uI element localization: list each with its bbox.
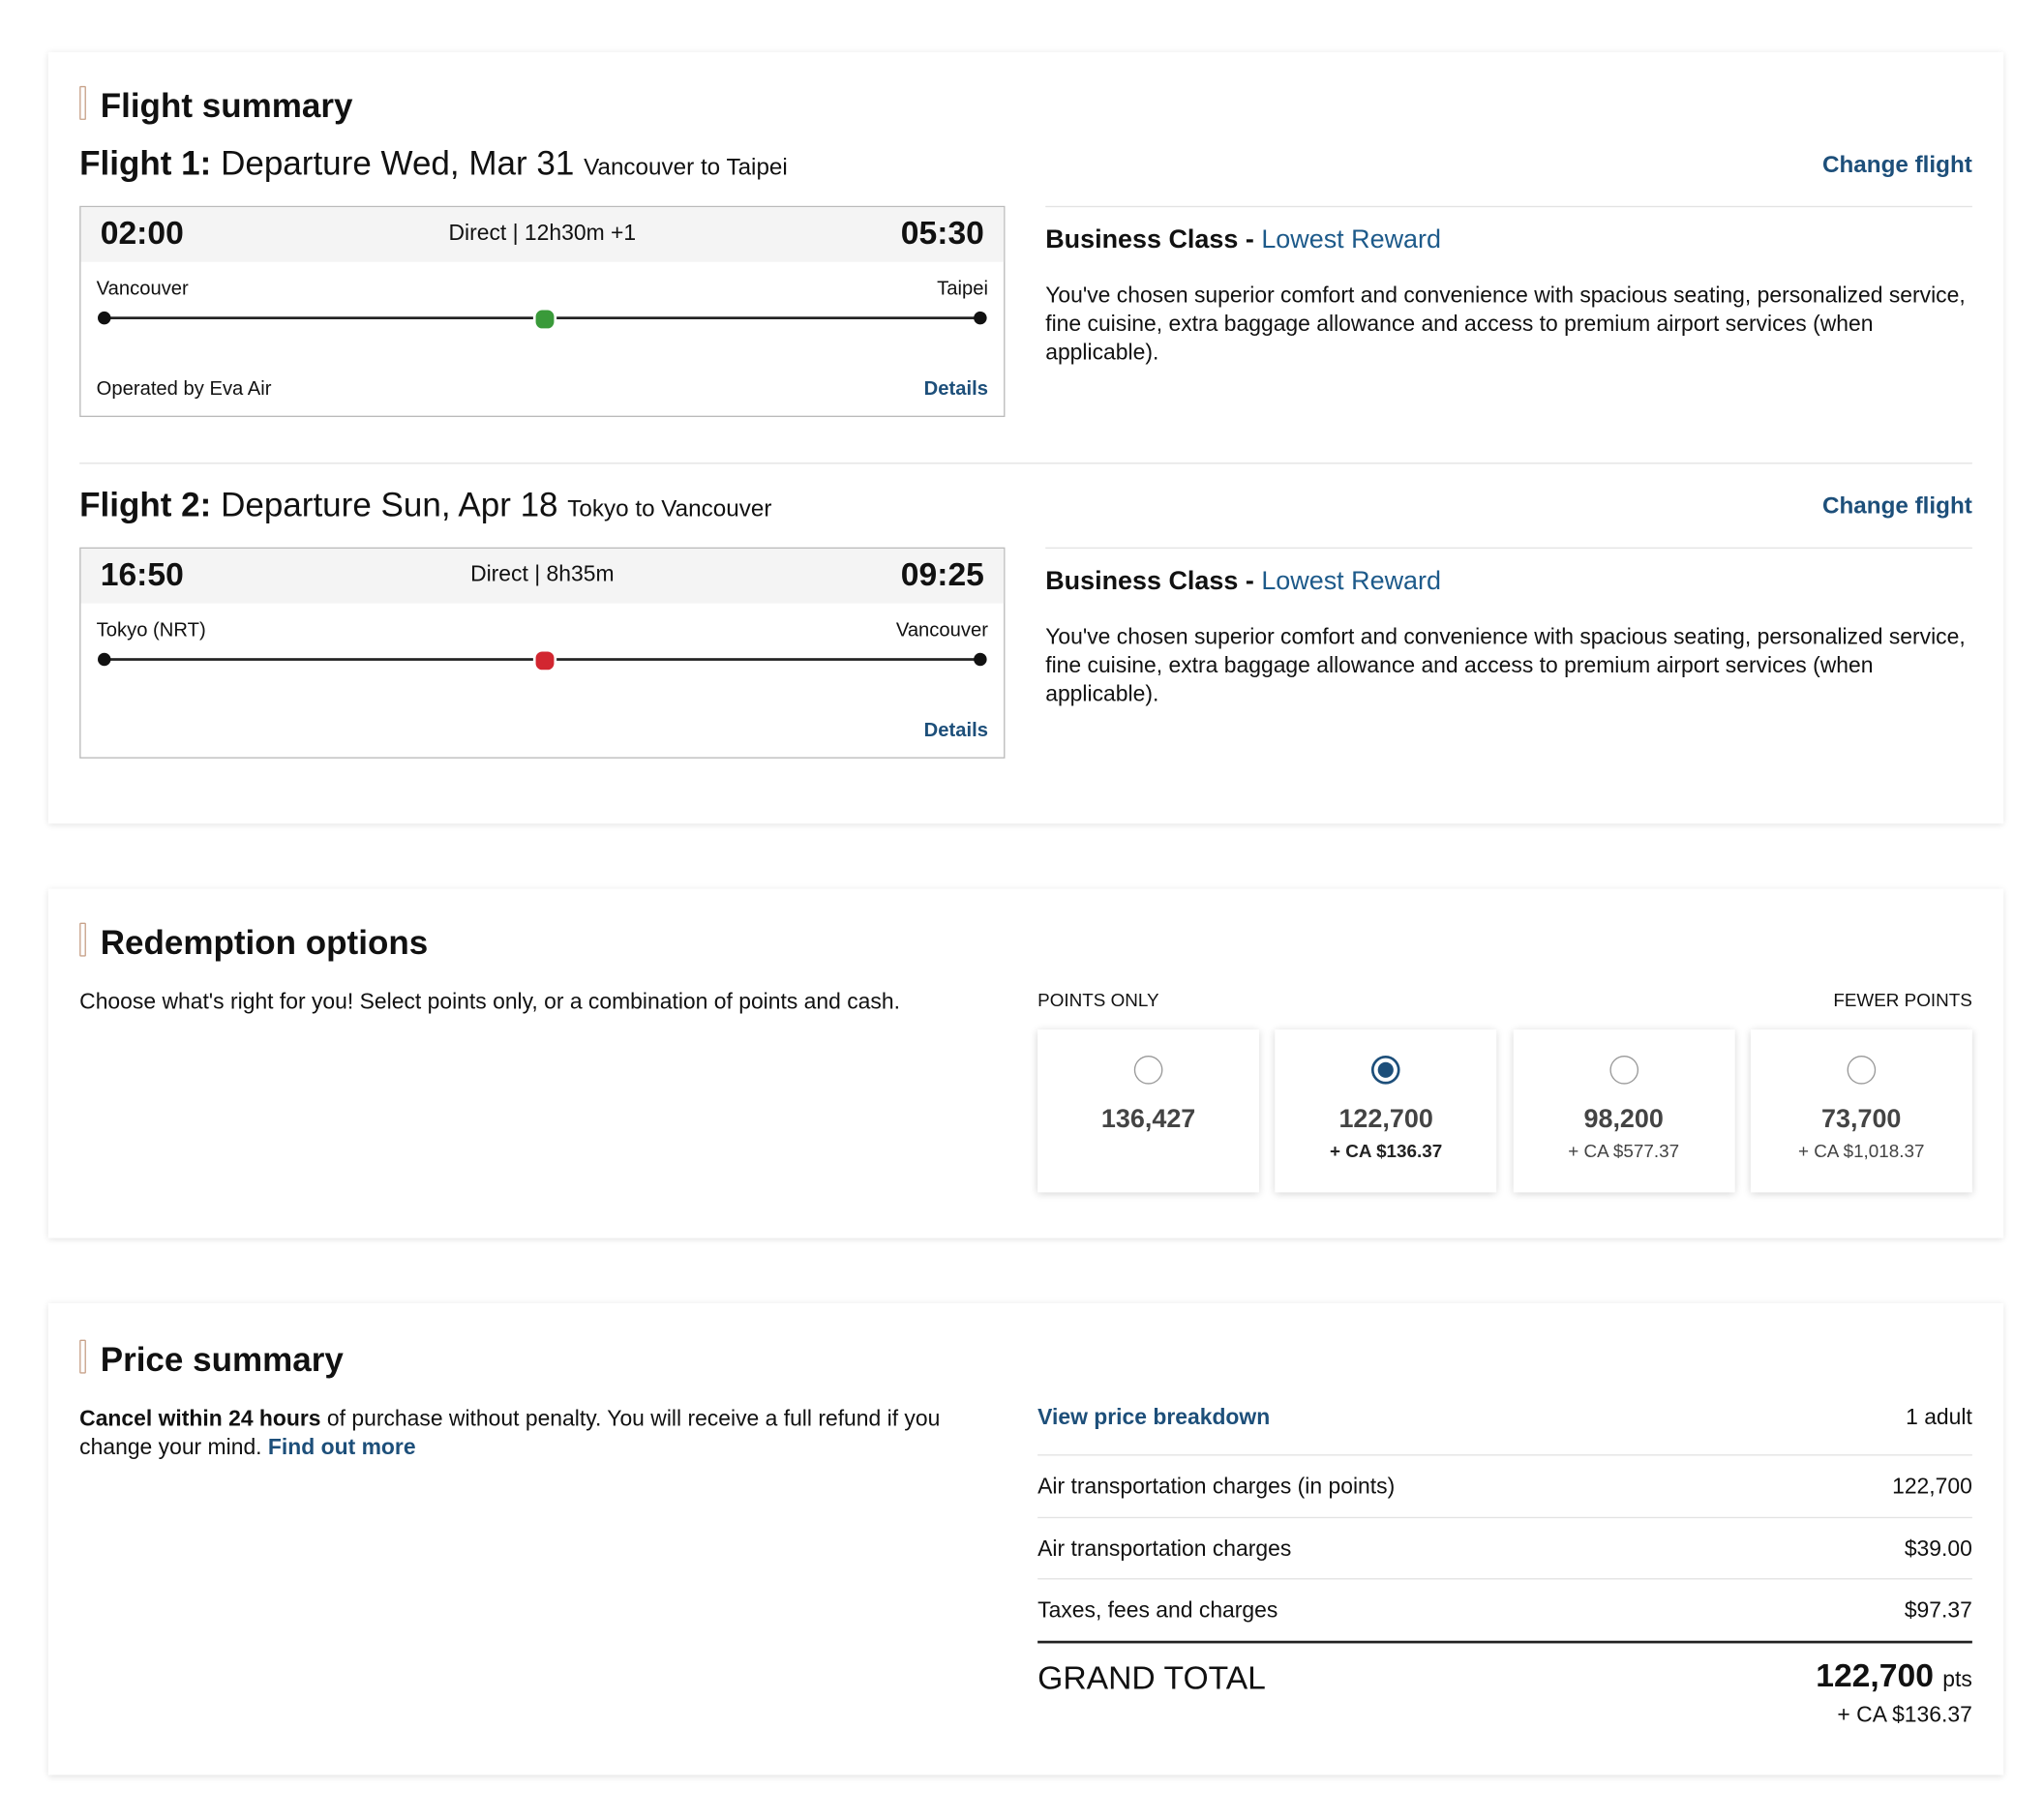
scale-label: FEWER POINTS [1833,989,1972,1010]
flight: Flight 1: Departure Wed, Mar 31 Vancouve… [79,143,1972,462]
departure: Departure Sun, Apr 18 [221,485,558,524]
cancel-text: of purchase without penalty. You will re… [79,1406,941,1460]
route: Tokyo to Vancouver [567,494,772,522]
total-rule [1037,1640,1972,1644]
itinerary-box: 16:50 Direct | 8h35m 09:25 Tokyo (NRT) Vanc… [79,547,1006,759]
details-link[interactable]: Details [923,719,988,742]
description: You've chosen superior comfort and conve… [1045,624,1966,707]
carrier-icon [532,648,557,673]
option-cash: + CA $1,018.37 [1797,1140,1925,1162]
departure: Departure Wed, Mar 31 [221,143,575,183]
change-flight[interactable]: Change flight [1821,492,1972,520]
cabin: Business Class - Lowest Reward [1045,567,1972,597]
find-out-link[interactable]: Find out more [267,1434,416,1460]
redemption-card: Redemption options Choose what's right f… [47,888,2004,1238]
section-title: Flight summary [79,85,353,126]
times-bar: 02:00 Direct | 12h30m +1 05:30 [80,207,1005,262]
dot [98,311,111,325]
route-line [98,648,987,673]
dot [974,311,987,325]
destination: Taipei [937,277,988,300]
radio[interactable] [1608,1055,1638,1085]
row-label: Air transportation charges (in points) [1037,1474,1396,1499]
cabin: Business Class - Lowest Reward [1045,225,1972,255]
times-bar: 16:50 Direct | 8h35m 09:25 [80,549,1005,604]
flight-label: Flight 1: [79,143,212,183]
radio[interactable] [1133,1055,1163,1085]
cabin-info: Business Class - Lowest Reward You've cho… [1045,547,1972,709]
price-row: Taxes, fees and charges $97.37 [1037,1578,1972,1641]
flight-label: Flight 2: [79,485,212,524]
cancel-note: Cancel within 24 hours of purchase witho… [79,1405,978,1462]
scale-label: POINTS ONLY [1037,989,1159,1010]
option-points: 73,700 [1821,1105,1902,1134]
carrier-icon [532,307,557,332]
total-cash: + CA $136.37 [1837,1702,1972,1727]
flight: Flight 2: Departure Sun, Apr 18 Tokyo to… [79,462,1972,804]
row-label: Taxes, fees and charges [1037,1597,1278,1623]
cities: Vancouver Taipei [97,278,988,300]
dep-time: 16:50 [100,556,184,593]
section-title: Price summary [79,1339,344,1380]
flight-summary-card: Flight summary Flight 1: Departure Wed, … [47,51,2004,824]
change-flight[interactable]: Change flight [1821,151,1972,178]
pts-unit: pts [1942,1666,1972,1692]
price-row: Air transportation charges (in points) 12… [1037,1454,1972,1517]
radio[interactable] [1847,1055,1877,1085]
cancel-bold: Cancel within 24 hours [79,1406,321,1431]
flight-info: Direct | 12h30m +1 [448,220,637,246]
dot [974,652,987,667]
cities: Tokyo (NRT) Vancouver [97,619,988,641]
flight-info: Direct | 8h35m [470,561,615,587]
destination: Vancouver [895,618,988,641]
cabin-name: Business Class - [1045,225,1254,254]
passengers: 1 adult [1906,1404,1972,1430]
total-points: 122,700 pts [1816,1657,1972,1695]
origin: Tokyo (NRT) [96,618,206,641]
details-link[interactable]: Details [923,377,988,401]
description: You've chosen superior comfort and conve… [1045,283,1966,366]
origin: Vancouver [96,277,189,300]
flight-heading: Flight 2: Departure Sun, Apr 18 Tokyo to… [79,485,771,525]
row-value: $39.00 [1904,1536,1972,1561]
redemption-option[interactable]: 122,700 + CA $136.37 [1275,1029,1497,1193]
redemption-option[interactable]: 73,700 + CA $1,018.37 [1750,1029,1972,1193]
divider [79,462,1972,464]
redemption-option[interactable]: 136,427 [1037,1029,1260,1193]
section-title: Redemption options [79,922,429,963]
arr-time: 09:25 [900,556,984,593]
cabin-info: Business Class - Lowest Reward You've cho… [1045,205,1972,368]
fare: Lowest Reward [1261,566,1441,596]
fare: Lowest Reward [1261,225,1441,254]
option-points: 122,700 [1338,1105,1433,1134]
arr-time: 05:30 [900,215,984,252]
operated-by: Operated by Eva Air [96,377,272,401]
price-row: Air transportation charges $39.00 [1037,1516,1972,1579]
option-cash: + CA $136.37 [1330,1140,1443,1162]
row-value: $97.37 [1904,1597,1972,1623]
redemption-option[interactable]: 98,200 + CA $577.37 [1513,1029,1735,1193]
option-cash: + CA $577.37 [1568,1140,1680,1162]
route: Vancouver to Taipei [584,153,788,180]
itinerary-box: 02:00 Direct | 12h30m +1 05:30 Vancouver Ta… [79,205,1006,418]
cabin-name: Business Class - [1045,566,1254,596]
row-value: 122,700 [1892,1474,1972,1499]
total-points-value: 122,700 [1816,1657,1934,1694]
total-label: GRAND TOTAL [1037,1659,1266,1697]
row-label: Air transportation charges [1037,1536,1292,1561]
breakdown-link[interactable]: View price breakdown [1037,1404,1271,1430]
dep-time: 02:00 [100,215,184,252]
price-card: Price summary Cancel within 24 hours of … [47,1302,2004,1775]
flight-heading: Flight 1: Departure Wed, Mar 31 Vancouve… [79,143,788,184]
radio[interactable] [1371,1055,1400,1085]
intro: Choose what's right for you! Select poin… [79,989,900,1014]
dot [98,652,111,667]
route-line [98,307,987,332]
option-points: 98,200 [1583,1105,1664,1134]
option-points: 136,427 [1100,1105,1196,1134]
